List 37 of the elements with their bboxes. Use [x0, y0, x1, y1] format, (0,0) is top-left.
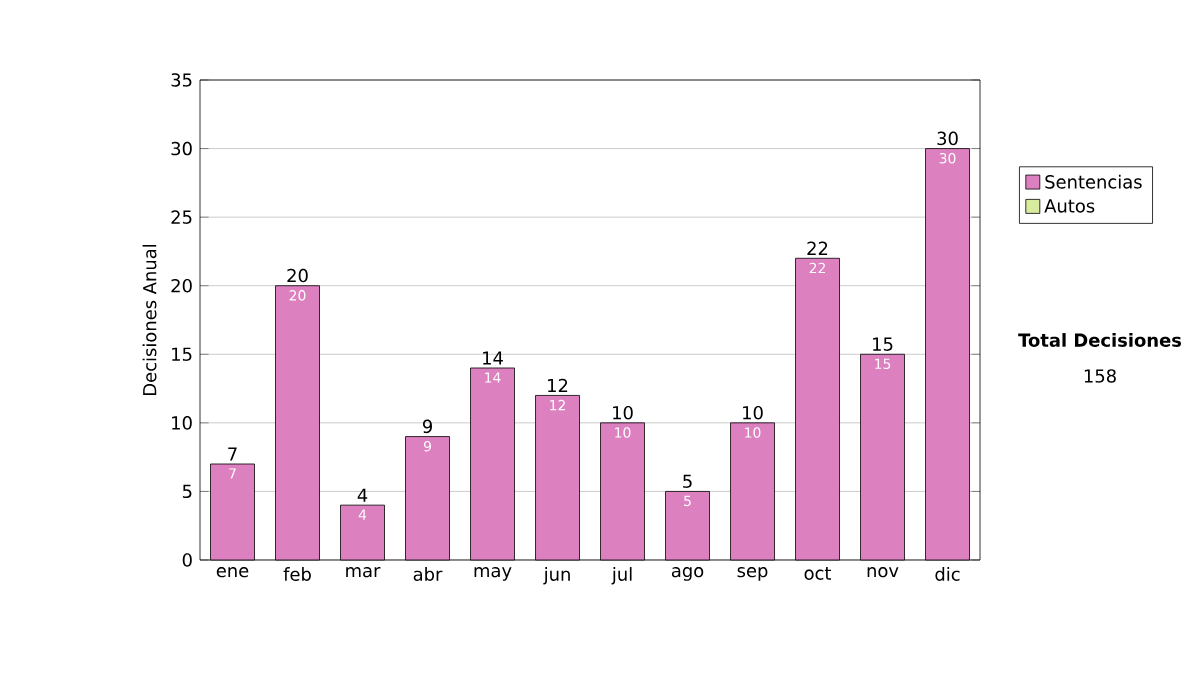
total-label: 10 — [613, 405, 633, 420]
y-tick-label: 15 — [172, 347, 192, 361]
x-tick-label: jul — [611, 567, 632, 585]
x-tick-label: feb — [283, 567, 311, 581]
legend-label: Sentencias — [1045, 174, 1142, 189]
x-tick-label: ene — [216, 567, 249, 578]
total-label: 7 — [228, 447, 237, 461]
x-tick-label: sep — [737, 567, 768, 581]
y-tick-label: 25 — [171, 210, 192, 224]
x-tick-label: ago — [671, 567, 704, 581]
y-tick-label: 5 — [182, 484, 192, 499]
total-label: 14 — [483, 351, 503, 365]
total-label: 12 — [548, 378, 568, 393]
total-label: 20 — [287, 268, 308, 283]
x-tick-label: dic — [935, 567, 960, 581]
x-tick-label: mar — [346, 567, 381, 578]
x-tick-label: may — [474, 567, 512, 581]
text: Total Decisiones — [1018, 333, 1182, 347]
y-tick-label: 35 — [171, 73, 192, 87]
total-label: 30 — [937, 131, 958, 146]
y-tick-label: 10 — [172, 416, 192, 430]
total-label: 5 — [683, 474, 692, 489]
y-tick-label: 30 — [171, 141, 192, 156]
text: 158 — [1084, 369, 1116, 383]
y-tick-label: 0 — [182, 553, 192, 567]
y-axis-title: Decisiones Anual — [142, 244, 157, 395]
legend-label: Autos — [1044, 199, 1095, 213]
total-label: 4 — [357, 488, 368, 502]
total-label: 9 — [422, 419, 432, 434]
total-label: 10 — [743, 405, 763, 420]
x-tick-label: nov — [867, 567, 899, 578]
total-label: 15 — [873, 337, 893, 351]
x-tick-label: abr — [413, 567, 443, 581]
x-tick-label: oct — [804, 567, 832, 580]
total-label: 22 — [807, 241, 828, 255]
x-tick-label: jun — [543, 567, 570, 585]
y-tick-label: 20 — [171, 278, 192, 293]
